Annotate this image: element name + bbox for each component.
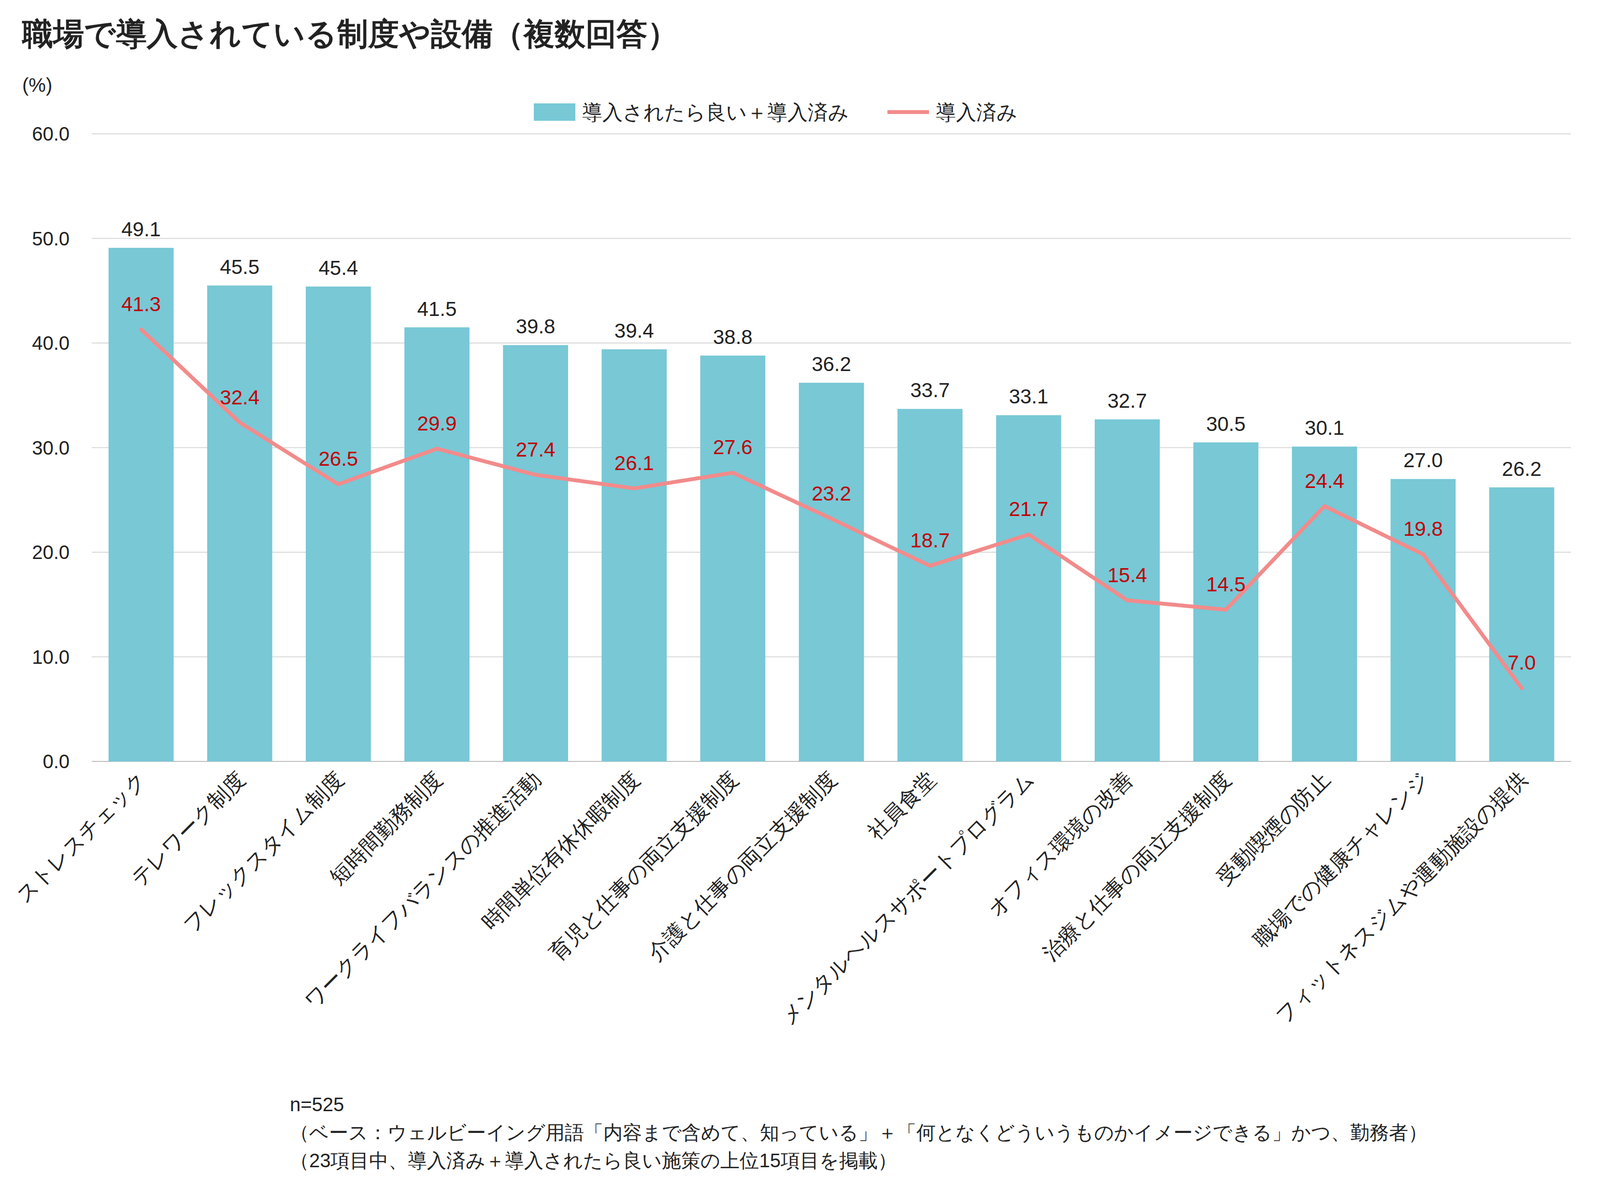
line-label: 26.1: [614, 451, 655, 475]
line-label: 18.7: [910, 528, 950, 552]
x-tick-label: 時間単位有休休暇制度: [476, 767, 644, 935]
bar-label: 36.2: [811, 352, 852, 376]
bar: [1390, 478, 1456, 762]
bar: [1193, 442, 1259, 762]
y-tick-label: 30.0: [31, 437, 70, 459]
bar-label: 27.0: [1403, 448, 1443, 472]
y-tick-label: 20.0: [31, 541, 70, 563]
bar-label: 45.4: [318, 256, 358, 280]
legend-label: 導入されたら良い＋導入済み: [582, 100, 849, 124]
title: 職場で導入されている制度や設備（複数回答）: [21, 16, 679, 52]
bar-label: 33.7: [910, 378, 950, 402]
bar: [1291, 446, 1358, 762]
x-tick-label: ストレスチェック: [11, 767, 151, 907]
legend-swatch: [533, 103, 576, 121]
bar-label: 38.8: [713, 325, 753, 349]
y-tick-label: 60.0: [31, 123, 70, 145]
note: （23項目中、導入済み＋導入されたら良い施策の上位15項目を掲載）: [289, 1149, 898, 1172]
data-labels: 49.1 45.5 45.4 41.5 39.8 39.4 38.8 36.2 33.7 33.1…: [121, 217, 1542, 674]
line-label: 29.9: [417, 412, 458, 435]
line-label: 7.0: [1507, 651, 1536, 674]
bar: [108, 247, 174, 762]
bar-label: 41.5: [417, 297, 458, 321]
line-label: 15.4: [1107, 563, 1148, 587]
chart: 職場で導入されている制度や設備（複数回答） (%) 0.0 10.0 20.0 30.0 4…: [0, 0, 1600, 1188]
bar-label: 30.1: [1304, 416, 1345, 440]
line-label: 23.2: [811, 482, 852, 505]
bar-label: 45.5: [219, 255, 260, 279]
bar-label: 39.8: [515, 314, 556, 338]
legend-label: 導入済み: [935, 100, 1018, 124]
x-tick-label: 治療と仕事の両立支援制度: [1037, 767, 1236, 965]
line-label: 41.3: [121, 292, 161, 316]
bar: [799, 382, 865, 762]
line-label: 21.7: [1008, 497, 1049, 521]
x-tick-label: 社員食堂: [862, 767, 940, 844]
bar: [207, 285, 273, 762]
y-tick-label: 40.0: [31, 332, 70, 354]
line-label: 27.4: [515, 438, 556, 461]
y-axis-label: (%): [22, 74, 53, 96]
grid-line: [91, 133, 1572, 135]
x-tick-label: フレックスタイム制度: [178, 767, 348, 937]
y-tick-label: 50.0: [31, 228, 70, 250]
bar: [1489, 487, 1555, 762]
bar-label: 49.1: [121, 217, 161, 241]
line-label: 32.4: [219, 385, 260, 409]
bar: [1094, 419, 1160, 762]
bar-label: 39.4: [614, 319, 655, 343]
plot-area: [108, 247, 1555, 762]
grid: [91, 133, 1572, 762]
bar-label: 26.2: [1501, 457, 1542, 481]
bar: [404, 327, 470, 762]
x-tick-label: フィットネスジムや運動施設の提供: [1271, 767, 1532, 1029]
note: （ベース：ウェルビーイング用語「内容まで含めて、知っている」＋「何となくどういう…: [289, 1121, 1428, 1143]
y-tick-label: 10.0: [31, 646, 70, 668]
line-label: 26.5: [318, 447, 358, 471]
line-label: 24.4: [1304, 469, 1345, 493]
bar: [601, 349, 667, 762]
bar: [305, 286, 372, 762]
line-label: 19.8: [1403, 517, 1443, 541]
x-tick-label: 介護と仕事の両立支援制度: [643, 767, 842, 965]
grid-line: [91, 238, 1572, 240]
y-tick-label: 0.0: [42, 750, 70, 772]
bar: [996, 414, 1062, 762]
line-label: 27.6: [713, 435, 753, 459]
bar: [700, 355, 766, 762]
line-label: 14.5: [1206, 572, 1246, 596]
x-tick-label: 育児と仕事の両立支援制度: [544, 767, 743, 965]
note: n=525: [289, 1093, 344, 1115]
x-tick-label: 職場での健康チャレンジ: [1248, 767, 1433, 952]
legend: 導入されたら良い＋導入済み 導入済み: [533, 100, 1018, 124]
bar: [897, 408, 963, 762]
bar-label: 30.5: [1206, 412, 1246, 436]
bar-label: 33.1: [1008, 385, 1049, 408]
bar: [502, 344, 569, 762]
bar-label: 32.7: [1107, 389, 1148, 413]
line: [141, 329, 1522, 689]
legend-swatch: [887, 110, 929, 115]
